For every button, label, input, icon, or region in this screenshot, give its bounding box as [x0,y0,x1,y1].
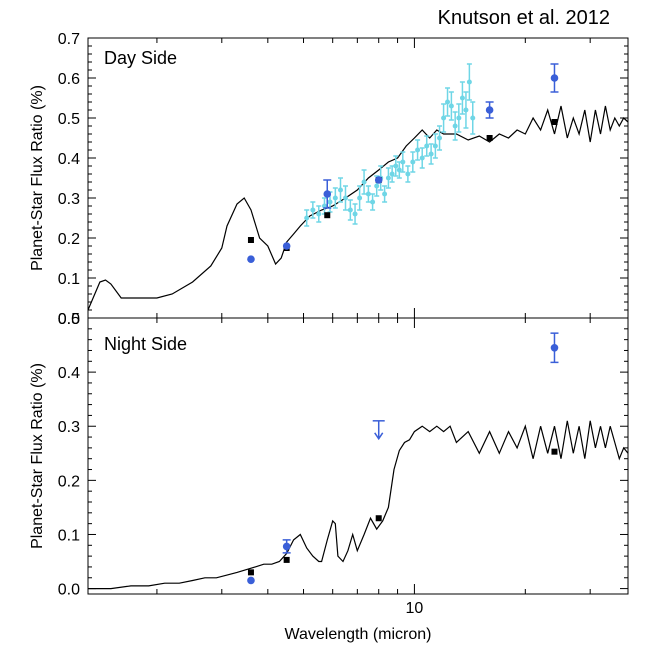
day-side-plot-frame [87,37,629,319]
day-side-irs-point [304,215,310,221]
night-side-y-axis-label: Planet-Star Flux Ratio (%) [29,363,46,549]
day-side-irs-point [424,143,430,149]
day-side-irs-point [419,155,425,161]
night-side-model-band-point [247,569,254,576]
day-side-irs-point [332,195,338,201]
night-side-y-tick-label: 0.3 [58,419,80,436]
day-side-irs-point [374,183,380,189]
day-side-irs-point [428,151,434,157]
day-side-irs-point [361,179,367,185]
day-side-irs-point [382,191,388,197]
night-side-y-tick-label: 0.1 [58,527,80,544]
day-side-panel-label: Day Side [104,48,177,68]
day-side-irs-point [432,143,438,149]
day-side-observed-point [323,190,332,198]
night-side-upper-limit-arrowhead [374,432,384,441]
day-side-irs-point [452,123,458,129]
day-side-irs-point [466,79,472,85]
day-side-model-band-point [324,212,331,219]
day-side-irs-point [410,159,416,165]
day-side-observed-point [485,106,494,114]
day-side-irs-point [415,147,421,153]
day-side-y-tick-label: 0.2 [58,231,80,248]
day-side-model-band-point [486,135,493,141]
day-side-y-tick-label: 0.0 [58,311,80,328]
day-side-irs-point [456,115,462,121]
night-side-model-band-point [283,556,290,563]
credit-label: Knutson et al. 2012 [438,7,610,29]
day-side-irs-point [459,95,465,101]
day-side-irs-point [342,195,348,201]
day-side-irs-point [327,199,333,205]
day-side-irs-point [463,107,469,113]
night-side-observed-point [282,542,291,551]
day-side-irs-point [316,211,322,217]
night-side-x-tick-label: 10 [406,600,424,617]
night-side-y-tick-label: 0.5 [58,311,80,328]
day-side-panel: Day Side Planet-Star Flux Ratio (%) 0.00… [29,31,629,328]
day-side-observed-point [374,176,383,184]
day-side-observed-point [247,255,255,263]
day-side-irs-point [405,171,411,177]
x-axis-label: Wavelength (micron) [284,626,431,643]
night-side-y-tick-label: 0.0 [58,582,80,599]
day-side-irs-point [352,211,358,217]
day-side-irs-point [370,199,376,205]
day-side-irs-point [441,115,447,121]
night-side-model-band-point [375,515,382,522]
day-side-irs-point [337,187,343,193]
day-side-y-tick-label: 0.7 [58,31,80,48]
day-side-irs-point [357,195,363,201]
night-side-observed-point [550,343,559,352]
day-side-y-tick-label: 0.6 [58,71,80,88]
day-side-model-band-point [551,119,558,125]
day-side-y-tick-label: 0.4 [58,151,80,168]
night-side-model-spectrum-line [88,420,629,590]
day-side-irs-point [400,159,406,165]
day-side-y-tick-label: 0.1 [58,271,80,288]
night-side-plot-frame [87,317,629,595]
day-side-irs-point [385,175,391,181]
day-side-irs-point [365,191,371,197]
day-side-y-axis-label: Planet-Star Flux Ratio (%) [29,85,46,271]
day-side-model-spectrum-line [87,105,629,311]
day-side-irs-point [448,103,454,109]
night-side-y-tick-label: 0.4 [58,365,80,382]
day-side-model-band-point [247,237,254,243]
night-side-observed-point [247,576,255,585]
day-side-irs-point [310,207,316,213]
day-side-irs-point [347,207,353,213]
day-side-irs-point [470,115,476,121]
day-side-observed-point [550,74,559,82]
night-side-model-band-point [551,448,558,455]
night-side-y-tick-label: 0.2 [58,473,80,490]
day-side-irs-point [437,135,443,141]
day-side-observed-point [282,242,291,250]
day-side-irs-point [445,99,451,105]
day-side-y-tick-label: 0.5 [58,111,80,128]
day-side-irs-point [393,163,399,169]
day-side-y-tick-label: 0.3 [58,191,80,208]
night-side-panel-label: Night Side [104,334,187,354]
night-side-panel: Night Side Planet-Star Flux Ratio (%) Wa… [29,311,629,643]
